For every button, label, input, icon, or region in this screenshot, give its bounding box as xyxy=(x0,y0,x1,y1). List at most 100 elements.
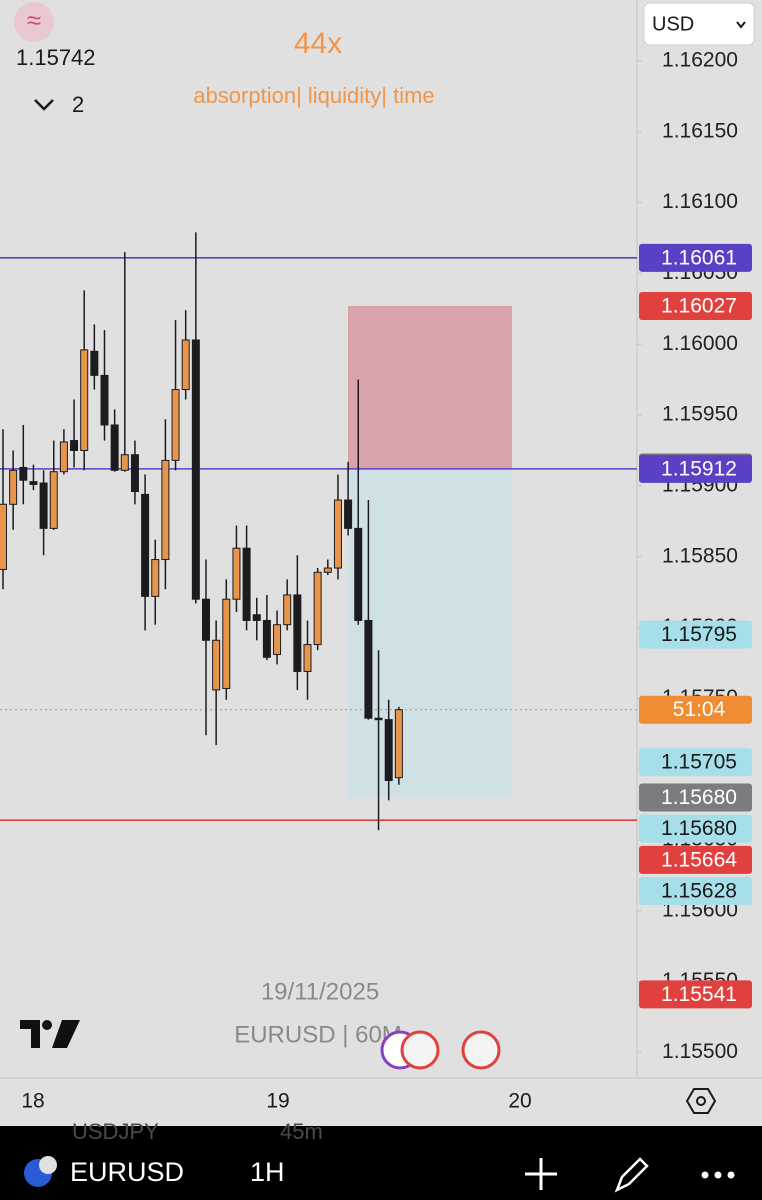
y-tick-label: 1.16000 xyxy=(662,332,738,355)
event-flag[interactable] xyxy=(400,1030,440,1070)
y-tick-label: 1.16150 xyxy=(662,119,738,142)
plot: 1.162001.161501.161001.160501.160001.159… xyxy=(0,48,752,1113)
candle-body xyxy=(344,499,353,529)
currency: USD xyxy=(652,13,694,35)
candle-body xyxy=(283,594,292,626)
candle-body xyxy=(354,527,363,621)
candle-body xyxy=(384,719,393,782)
x-tick-label: 18 xyxy=(21,1090,44,1113)
candle-body xyxy=(262,619,271,658)
tv-logo xyxy=(20,1020,80,1048)
chevron xyxy=(736,21,746,29)
candle-body xyxy=(303,644,312,672)
x-tick-label: 20 xyxy=(508,1090,531,1113)
y-tick-label: 1.16200 xyxy=(662,48,738,71)
price-label-bg xyxy=(639,695,752,724)
candle-body xyxy=(80,349,89,451)
candle-body xyxy=(141,493,150,597)
x-tick-label: 19 xyxy=(266,1090,289,1113)
symbol-flag xyxy=(39,1156,57,1174)
candle-body xyxy=(313,571,322,646)
symbol-icon-bg[interactable] xyxy=(14,2,54,42)
candle-body xyxy=(9,469,18,505)
candle-body xyxy=(212,639,221,691)
last-price: 1.15742 xyxy=(16,45,96,70)
ghost-interval: 45m xyxy=(280,1119,323,1144)
settings-icon xyxy=(696,1096,706,1106)
title: 44x xyxy=(294,27,342,60)
candle-body xyxy=(110,424,119,471)
candle-body xyxy=(252,614,261,621)
event-flag[interactable] xyxy=(461,1030,501,1070)
candle-body xyxy=(232,547,241,600)
price-label-bg xyxy=(639,291,752,320)
candle-body xyxy=(39,482,48,529)
price-label-bg xyxy=(639,454,752,483)
price-label-bg xyxy=(639,814,752,843)
price-label-bg xyxy=(639,620,752,649)
candle-body xyxy=(364,619,373,719)
y-tick-label: 1.16100 xyxy=(662,190,738,213)
candle-body xyxy=(49,471,58,529)
price-label-bg xyxy=(639,783,752,812)
candle-body xyxy=(100,374,109,426)
price-label: 1.15680 xyxy=(661,817,737,840)
price-label: 1.16061 xyxy=(661,246,737,269)
draw-button[interactable] xyxy=(614,1157,649,1193)
candle-body xyxy=(19,466,28,481)
chart-bg xyxy=(0,0,637,1078)
candle-body xyxy=(333,499,342,569)
price-label: 1.16027 xyxy=(661,295,737,318)
candle-body xyxy=(120,454,129,471)
candle-body xyxy=(273,624,282,655)
currency-select[interactable] xyxy=(643,2,755,46)
price-label: 1.15664 xyxy=(661,848,737,871)
more-button[interactable] xyxy=(701,1171,735,1179)
target-zone xyxy=(348,468,512,798)
candle-body xyxy=(171,389,180,461)
candle-body xyxy=(161,459,170,561)
candle-body xyxy=(70,440,79,451)
price-label: 1.15795 xyxy=(661,623,737,646)
indicator-count[interactable]: 2 xyxy=(72,92,84,117)
footer-interval[interactable]: 1H xyxy=(250,1157,285,1187)
subtitle: absorption| liquidity| time xyxy=(193,83,434,108)
price-label: 1.15705 xyxy=(661,751,737,774)
candle-body xyxy=(90,350,99,376)
chevron[interactable] xyxy=(34,99,54,111)
candle-body xyxy=(151,559,160,597)
candle-body xyxy=(394,709,403,779)
stop-zone xyxy=(348,305,512,469)
price-label-bg xyxy=(639,748,752,777)
candle-body xyxy=(242,547,251,621)
price-label: 1.15680 xyxy=(661,786,737,809)
candle-body xyxy=(29,481,38,485)
price-label: 1.15628 xyxy=(661,880,737,903)
watermark-symbol: EURUSD | 60M xyxy=(234,1021,402,1048)
symbol-icon: ≈ xyxy=(27,5,41,35)
candle-body xyxy=(130,454,139,493)
add-button[interactable] xyxy=(525,1158,557,1190)
price-label: 1.15541 xyxy=(661,983,737,1006)
candle-body xyxy=(0,503,7,570)
price-label-bg xyxy=(639,980,752,1009)
candle-body xyxy=(293,594,302,672)
footer-symbol[interactable]: EURUSD xyxy=(70,1157,184,1187)
price-label: 51:04 xyxy=(673,698,726,721)
candle-body xyxy=(181,339,190,391)
price-label: 1.15912 xyxy=(661,457,737,480)
price-label-bg xyxy=(639,877,752,906)
y-tick-label: 1.15950 xyxy=(662,403,738,426)
settings-icon[interactable] xyxy=(685,1088,717,1114)
y-tick-label: 1.15500 xyxy=(662,1040,738,1063)
candle-body xyxy=(374,717,383,721)
candle-body xyxy=(323,567,332,573)
price-label-bg xyxy=(639,845,752,874)
y-tick-label: 1.15850 xyxy=(662,544,738,567)
ghost-symbol: USDJPY xyxy=(72,1119,159,1144)
candle-body xyxy=(222,598,231,689)
price-label-bg xyxy=(639,243,752,272)
watermark-date: 19/11/2025 xyxy=(261,978,379,1005)
